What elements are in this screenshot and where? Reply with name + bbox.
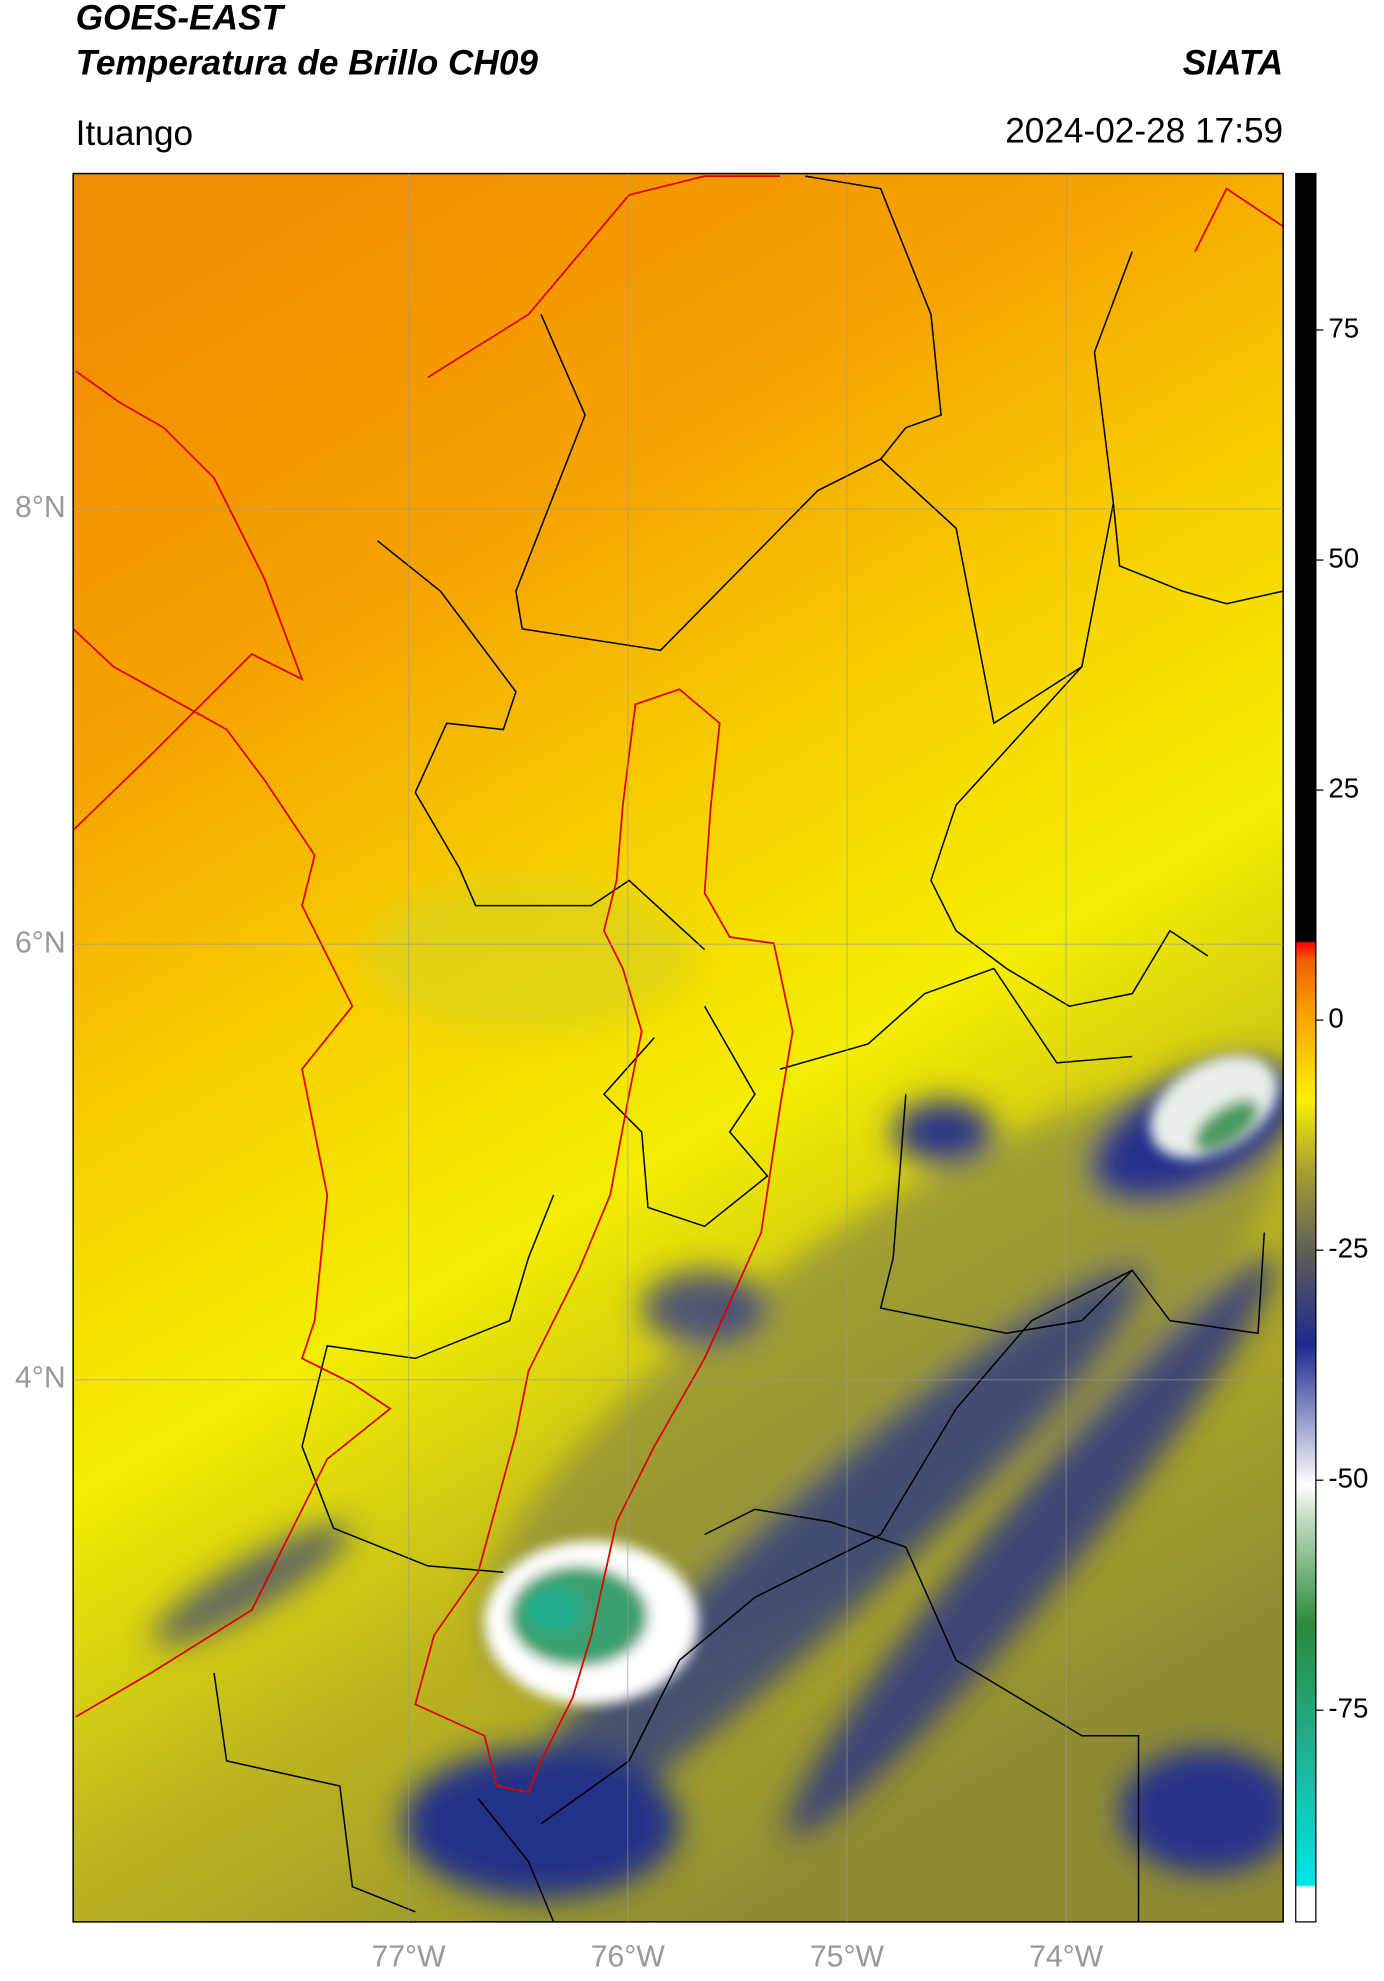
colorbar-label: -25 [1328,1232,1368,1263]
location: Ituango [76,114,193,153]
satellite-field [73,173,1284,1922]
colorbar [1295,172,1317,1923]
subtitle: Temperatura de Brillo CH09 [76,44,539,83]
colorbar-label: -50 [1328,1463,1368,1494]
colorbar-label: 50 [1328,542,1359,573]
lat-label: 8°N [15,491,66,524]
organization: SIATA [1183,44,1283,83]
lon-label: 77°W [371,1940,446,1973]
lat-label: 4°N [15,1362,66,1395]
lon-label: 76°W [591,1940,666,1973]
colorbar-label: 0 [1328,1002,1343,1033]
map-frame [72,172,1284,1923]
datetime: 2024-02-28 17:59 [1005,112,1283,151]
lat-label: 6°N [15,926,66,959]
lon-label: 74°W [1029,1940,1104,1973]
colorbar-label: 25 [1328,772,1359,803]
colorbar-label: -75 [1328,1693,1368,1724]
colorbar-label: 75 [1328,312,1359,343]
title: GOES-EAST [76,0,286,37]
lon-label: 75°W [810,1940,885,1973]
